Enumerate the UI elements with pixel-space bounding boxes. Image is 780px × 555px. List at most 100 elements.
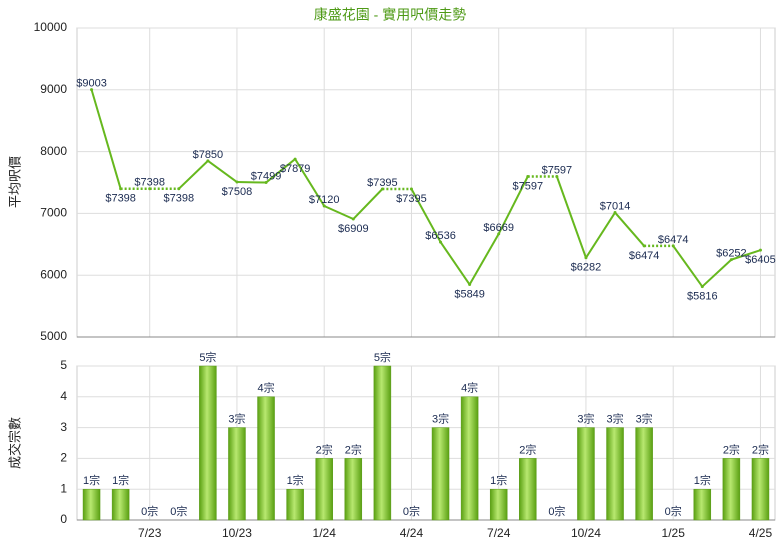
plot-area	[76, 27, 776, 338]
bar	[373, 365, 392, 521]
x-tick-label: 4/25	[749, 526, 773, 540]
data-label: 0宗	[403, 504, 420, 518]
line-segment	[439, 241, 471, 286]
data-label: $7499	[251, 170, 282, 182]
point	[380, 187, 384, 191]
y-tick-label: 6000	[40, 267, 67, 281]
data-label: $7398	[105, 193, 136, 205]
bar	[257, 396, 275, 521]
line-segment	[352, 188, 384, 220]
point	[264, 181, 268, 185]
y-tick-label: 8000	[40, 144, 67, 158]
data-label: 3宗	[606, 412, 623, 426]
data-label: 1宗	[112, 473, 129, 487]
bar	[82, 488, 101, 521]
data-label: 5宗	[199, 350, 216, 364]
line-segment	[207, 160, 238, 183]
data-label: 3宗	[636, 412, 653, 426]
line-segment	[672, 245, 704, 288]
chart-title: 康盛花園 - 實用呎價走勢	[314, 7, 466, 23]
bar	[489, 488, 508, 521]
data-label: $7395	[367, 177, 398, 189]
data-label: $6909	[338, 223, 369, 235]
line-segment	[265, 158, 296, 184]
data-label: 5宗	[374, 350, 391, 364]
x-tick-label: 7/24	[487, 526, 511, 540]
data-label: $7120	[309, 194, 340, 206]
bar	[635, 427, 653, 521]
data-label: 0宗	[548, 504, 565, 518]
bar	[577, 427, 595, 521]
y-axis-label: 平均呎價	[7, 156, 22, 208]
point	[671, 244, 675, 248]
data-label: 4宗	[257, 381, 274, 395]
data-label: $7398	[163, 193, 194, 205]
data-label: 3宗	[432, 412, 449, 426]
bar	[519, 458, 537, 521]
data-label: 1宗	[694, 473, 711, 487]
y-tick-label: 3	[60, 420, 67, 434]
point	[177, 187, 181, 191]
data-label: 4宗	[461, 381, 478, 395]
data-label: $6536	[425, 230, 456, 242]
point	[322, 204, 326, 208]
data-label: 1宗	[287, 473, 304, 487]
y-tick-label: 7000	[40, 206, 67, 220]
point	[468, 283, 472, 287]
data-label: 3宗	[228, 412, 245, 426]
data-label: $5816	[687, 290, 718, 302]
data-label: 2宗	[752, 442, 769, 456]
point	[439, 240, 443, 244]
bar	[751, 458, 770, 521]
line-segment	[701, 258, 733, 288]
y-tick-label: 10000	[34, 20, 68, 34]
data-label: 2宗	[519, 442, 536, 456]
line-segment	[294, 158, 326, 207]
data-label: 2宗	[723, 442, 740, 456]
point	[235, 180, 239, 184]
data-label: $7850	[193, 149, 224, 161]
point	[729, 258, 733, 262]
data-label: $9003	[76, 78, 107, 90]
bar	[315, 458, 333, 521]
data-label: 3宗	[577, 412, 594, 426]
bar	[199, 365, 217, 521]
line-segment	[585, 211, 616, 259]
line-segment	[614, 211, 645, 247]
point	[497, 232, 501, 236]
data-label: $6252	[716, 248, 747, 260]
point	[758, 248, 762, 252]
point	[526, 175, 530, 179]
bar	[344, 458, 363, 521]
bar	[722, 458, 741, 521]
point	[90, 88, 94, 92]
line-segment	[410, 188, 442, 243]
point	[584, 256, 588, 260]
data-label: $6282	[571, 262, 602, 274]
bar	[460, 396, 479, 521]
line-segment	[236, 181, 267, 184]
point	[555, 175, 559, 179]
bar	[431, 427, 450, 521]
x-tick-label: 10/24	[571, 526, 601, 540]
data-label: $5849	[454, 288, 485, 300]
data-label: $6474	[629, 250, 660, 262]
line	[92, 90, 761, 287]
data-label: 1宗	[490, 473, 507, 487]
y-tick-label: 2	[60, 451, 67, 465]
y-tick-label: 0	[60, 512, 67, 526]
line-segment	[731, 249, 761, 261]
data-label: 0宗	[141, 504, 158, 518]
line-segment	[468, 233, 500, 286]
data-label: $7508	[222, 186, 253, 198]
data-label: 0宗	[665, 504, 682, 518]
bar	[228, 427, 246, 521]
data-label: $6669	[483, 222, 514, 234]
data-label: $6474	[658, 234, 689, 246]
point	[351, 217, 355, 221]
bar	[111, 488, 130, 521]
point	[613, 211, 617, 215]
data-label: $7398	[134, 177, 165, 189]
y-axis-label: 成交宗數	[7, 417, 22, 469]
